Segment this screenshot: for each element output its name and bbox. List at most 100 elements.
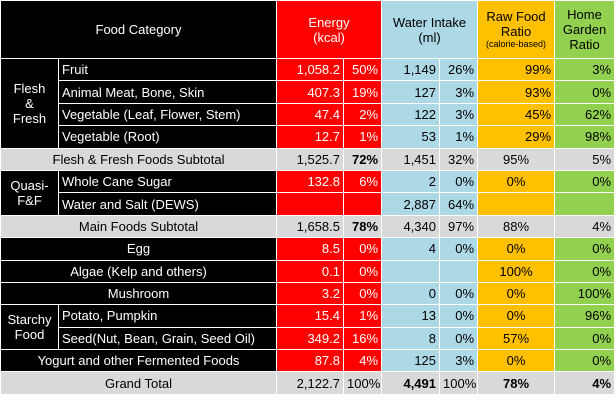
energy-value: 47.4 <box>276 102 344 127</box>
table-row: Vegetable (Root) 12.7 1% 53 1% 29% 98% <box>1 125 616 149</box>
energy-pct: 100% <box>342 371 383 395</box>
water-value: 1,451 <box>381 147 441 171</box>
energy-pct: 19% <box>342 80 383 104</box>
table-row: Water and Salt (DEWS) 2,887 64% <box>1 192 616 216</box>
water-value: 4,491 <box>381 371 441 395</box>
water-pct: 64% <box>439 192 479 216</box>
water-pct: 100% <box>439 371 479 395</box>
food-category-table: Food Category Energy (kcal) Water Intake… <box>0 0 616 395</box>
header-garden-ratio: Home Garden Ratio <box>554 0 616 59</box>
energy-pct: 0% <box>342 259 383 283</box>
energy-value: 349.2 <box>276 326 344 351</box>
water-value: 53 <box>381 125 441 149</box>
raw-ratio: 99% <box>477 57 556 82</box>
garden-ratio: 0% <box>554 237 616 261</box>
header-water-unit: (ml) <box>418 29 441 45</box>
water-pct: 26% <box>439 57 479 82</box>
raw-ratio: 0% <box>477 237 556 261</box>
row-label: Vegetable (Root) <box>58 125 277 149</box>
table-row: Vegetable (Leaf, Flower, Stem) 47.4 2% 1… <box>1 102 616 127</box>
water-pct: 3% <box>439 349 479 373</box>
row-label: Yogurt and other Fermented Foods <box>0 349 277 373</box>
energy-value: 12.7 <box>276 125 344 149</box>
header-energy-unit: (kcal) <box>313 29 345 45</box>
group-quasi-ff: Quasi- F&F <box>0 169 59 216</box>
row-label: Algae (Kelp and others) <box>0 259 277 283</box>
header-food-category: Food Category <box>0 0 277 59</box>
header-water: Water Intake (ml) <box>381 0 479 59</box>
water-pct: 3% <box>439 102 479 127</box>
water-value: 2 <box>381 169 441 194</box>
table-row: Egg 8.5 0% 4 0% 0% 0% <box>0 237 616 261</box>
table-row: Quasi- F&F Whole Cane Sugar 132.8 6% 2 0… <box>0 169 616 216</box>
water-pct: 32% <box>439 147 479 171</box>
energy-value: 3.2 <box>276 281 344 306</box>
raw-ratio: 100% <box>477 259 556 283</box>
row-label: Egg <box>0 237 277 261</box>
water-value: 1,149 <box>381 57 441 82</box>
row-label: Animal Meat, Bone, Skin <box>58 80 277 104</box>
raw-ratio: 0% <box>477 304 556 328</box>
raw-ratio: 0% <box>477 349 556 373</box>
garden-ratio: 4% <box>554 371 616 395</box>
energy-value: 87.8 <box>276 349 344 373</box>
garden-ratio: 5% <box>554 147 616 171</box>
energy-pct <box>342 192 383 216</box>
subtotal-row: Main Foods Subtotal 1,658.5 78% 4,340 97… <box>0 214 616 239</box>
table-row: Animal Meat, Bone, Skin 407.3 19% 127 3%… <box>1 80 616 104</box>
row-label: Main Foods Subtotal <box>0 214 277 239</box>
garden-ratio <box>554 192 616 216</box>
header-energy: Energy (kcal) <box>275 0 383 59</box>
water-value: 4,340 <box>381 214 441 239</box>
row-label: Fruit <box>58 57 277 82</box>
energy-pct: 4% <box>342 349 383 373</box>
garden-ratio: 0% <box>554 169 616 194</box>
row-label: Seed(Nut, Bean, Grain, Seed Oil) <box>58 326 277 351</box>
group-starchy-food: Starchy Food <box>0 304 59 351</box>
row-label: Potato, Pumpkin <box>58 304 277 328</box>
group-flesh-fresh: Flesh & Fresh <box>0 58 59 149</box>
table-row: Flesh & Fresh Fruit 1,058.2 50% 1,149 26… <box>0 57 616 149</box>
raw-ratio: 88% <box>477 214 556 239</box>
header-water-title: Water Intake <box>392 14 467 30</box>
table-row: Mushroom 3.2 0% 0 0% 0% 100% <box>0 281 616 306</box>
energy-value: 1,058.2 <box>276 57 344 82</box>
energy-value: 1,658.5 <box>276 214 344 239</box>
water-pct: 0% <box>439 169 479 194</box>
energy-value: 1,525.7 <box>276 147 344 171</box>
table-row: Seed(Nut, Bean, Grain, Seed Oil) 349.2 1… <box>1 326 616 351</box>
header-raw-ratio: Raw Food Ratio (calorie-based) <box>477 0 556 59</box>
energy-value: 0.1 <box>276 259 344 283</box>
row-label: Flesh & Fresh Foods Subtotal <box>0 147 277 171</box>
water-value: 125 <box>381 349 441 373</box>
row-label: Mushroom <box>0 281 277 306</box>
header-energy-title: Energy <box>308 14 350 30</box>
water-pct: 0% <box>439 326 479 351</box>
raw-ratio: 57% <box>477 326 556 351</box>
energy-value: 8.5 <box>276 237 344 261</box>
water-value: 0 <box>381 281 441 306</box>
water-pct: 0% <box>439 237 479 261</box>
water-pct: 1% <box>439 125 479 149</box>
garden-ratio: 98% <box>554 125 616 149</box>
garden-ratio: 96% <box>554 304 616 328</box>
row-label: Water and Salt (DEWS) <box>58 192 277 216</box>
raw-ratio: 45% <box>477 102 556 127</box>
energy-value: 2,122.7 <box>276 371 344 395</box>
water-pct: 0% <box>439 304 479 328</box>
water-value: 127 <box>381 80 441 104</box>
energy-value: 132.8 <box>276 169 344 194</box>
subtotal-row: Flesh & Fresh Foods Subtotal 1,525.7 72%… <box>0 147 616 171</box>
garden-ratio: 0% <box>554 349 616 373</box>
garden-ratio: 4% <box>554 214 616 239</box>
energy-pct: 2% <box>342 102 383 127</box>
water-value: 122 <box>381 102 441 127</box>
table-row: Algae (Kelp and others) 0.1 0% 100% 0% <box>0 259 616 283</box>
water-value <box>381 259 441 283</box>
energy-pct: 1% <box>342 304 383 328</box>
grand-total-row: Grand Total 2,122.7 100% 4,491 100% 78% … <box>0 371 616 395</box>
garden-ratio: 0% <box>554 80 616 104</box>
garden-ratio: 3% <box>554 57 616 82</box>
energy-pct: 0% <box>342 281 383 306</box>
energy-pct: 50% <box>342 57 383 82</box>
